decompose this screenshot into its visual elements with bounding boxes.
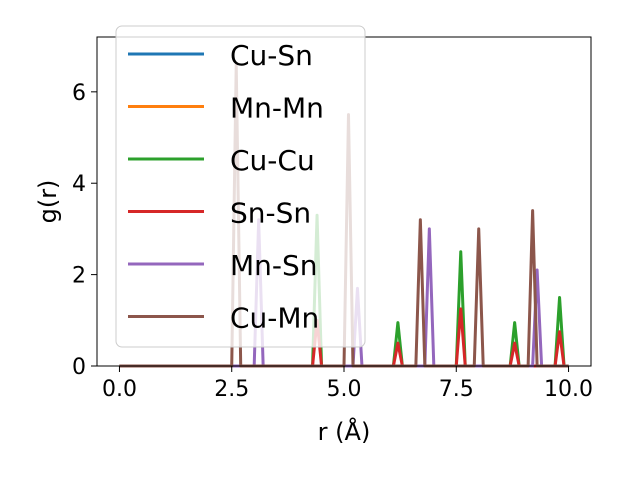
legend-label-cu-cu: Cu-Cu <box>230 144 315 177</box>
legend-label-mn-sn: Mn-Sn <box>230 249 318 282</box>
legend: Cu-Sn Mn-Mn Cu-Cu Sn-Sn Mn-Sn Cu-Mn <box>115 25 366 348</box>
legend-box <box>115 25 366 348</box>
axes-layer: 0.0 2.5 5.0 7.5 10.0 0 2 4 6 <box>72 81 593 402</box>
y-tick-label: 4 <box>72 172 86 197</box>
legend-label-sn-sn: Sn-Sn <box>230 197 311 230</box>
y-tick-label: 2 <box>72 264 86 289</box>
x-tick-label: 0.0 <box>102 377 137 402</box>
x-tick-label: 2.5 <box>214 377 249 402</box>
x-tick-label: 5.0 <box>327 377 362 402</box>
y-tick-label: 6 <box>72 81 86 106</box>
legend-label-mn-mn: Mn-Mn <box>230 92 324 125</box>
legend-label-cu-sn: Cu-Sn <box>230 39 313 72</box>
y-axis-label: g(r) <box>34 180 62 224</box>
x-axis-label: r (Å) <box>318 417 371 446</box>
x-tick-label: 7.5 <box>439 377 474 402</box>
y-tick-label: 0 <box>72 355 86 380</box>
series-line-sn-sn <box>119 307 569 368</box>
legend-label-cu-mn: Cu-Mn <box>230 302 319 335</box>
x-tick-label: 10.0 <box>544 377 593 402</box>
